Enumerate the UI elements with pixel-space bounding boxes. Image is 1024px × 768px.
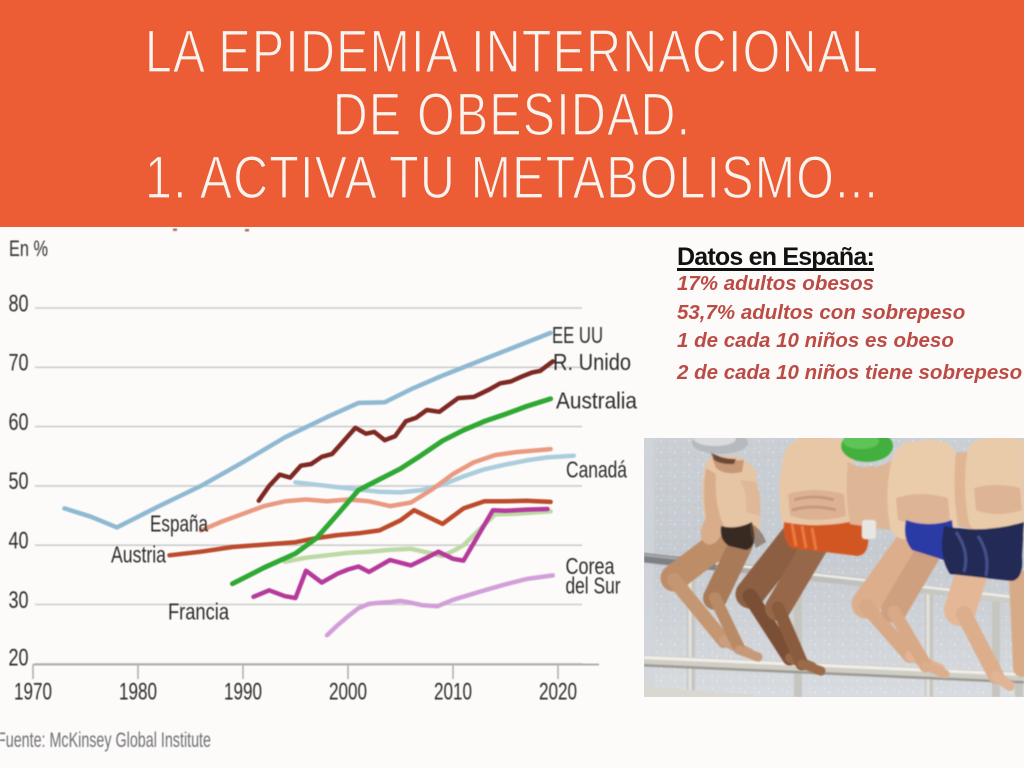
svg-text:EE UU: EE UU [552, 322, 603, 348]
svg-text:Australia: Australia [556, 388, 637, 414]
svg-text:R. Unido: R. Unido [553, 349, 631, 375]
svg-text:30: 30 [9, 587, 29, 614]
svg-text:Fuente: McKinsey Global Instit: Fuente: McKinsey Global Institute [0, 729, 211, 752]
svg-text:2000: 2000 [329, 679, 367, 706]
svg-text:Francia: Francia [168, 599, 229, 625]
svg-text:En %: En % [9, 236, 48, 261]
svg-text:50: 50 [9, 468, 29, 495]
svg-text:2020: 2020 [539, 679, 577, 706]
svg-text:80: 80 [9, 290, 29, 317]
svg-text:70: 70 [9, 350, 29, 377]
svg-text:del Sur: del Sur [566, 573, 621, 599]
svg-text:Canadá: Canadá [566, 457, 627, 483]
svg-text:2010: 2010 [434, 679, 472, 706]
svg-text:Austria: Austria [111, 542, 166, 568]
svg-text:60: 60 [9, 409, 29, 436]
svg-text:1980: 1980 [119, 679, 157, 706]
svg-text:20: 20 [9, 644, 29, 671]
svg-text:40: 40 [9, 528, 29, 555]
svg-text:1990: 1990 [224, 679, 262, 706]
svg-text:1970: 1970 [14, 679, 52, 706]
svg-text:Corea: Corea [566, 553, 615, 579]
svg-text:España: España [150, 511, 208, 537]
